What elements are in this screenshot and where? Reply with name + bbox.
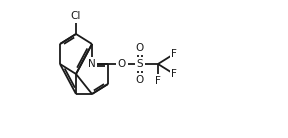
Text: Cl: Cl bbox=[71, 11, 81, 21]
Text: O: O bbox=[136, 75, 144, 85]
Text: O: O bbox=[136, 43, 144, 53]
Text: O: O bbox=[118, 59, 126, 69]
Text: F: F bbox=[171, 69, 177, 79]
Text: F: F bbox=[155, 76, 161, 86]
Text: S: S bbox=[137, 59, 143, 69]
Text: F: F bbox=[171, 49, 177, 59]
Text: N: N bbox=[88, 59, 96, 69]
